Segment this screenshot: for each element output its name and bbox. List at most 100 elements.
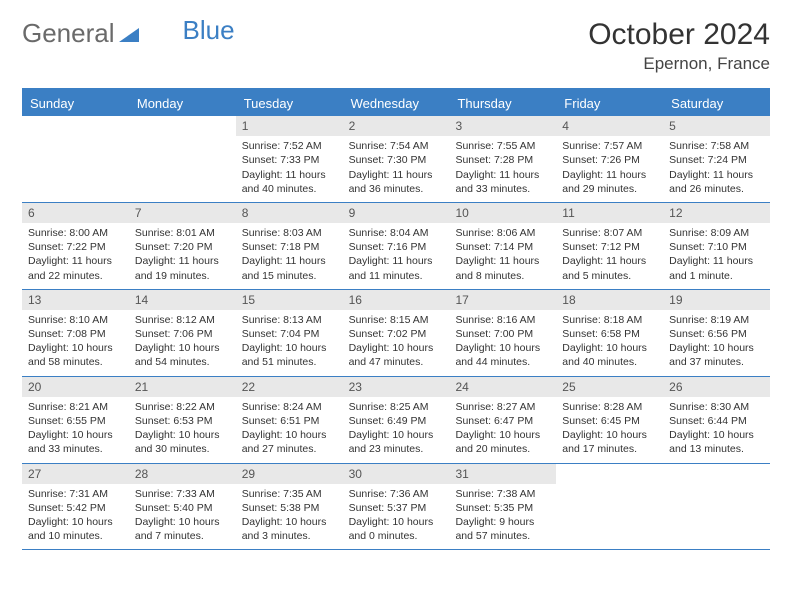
day-content: Sunrise: 8:09 AMSunset: 7:10 PMDaylight:… [663, 223, 770, 289]
sunset-text: Sunset: 7:04 PM [242, 327, 337, 341]
calendar-day: 11Sunrise: 8:07 AMSunset: 7:12 PMDayligh… [556, 203, 663, 289]
sunrise-text: Sunrise: 7:38 AM [455, 487, 550, 501]
sunset-text: Sunset: 6:56 PM [669, 327, 764, 341]
sunset-text: Sunset: 7:02 PM [349, 327, 444, 341]
daylight-text: Daylight: 10 hours and 23 minutes. [349, 428, 444, 456]
sunset-text: Sunset: 7:14 PM [455, 240, 550, 254]
calendar-day: 28Sunrise: 7:33 AMSunset: 5:40 PMDayligh… [129, 464, 236, 550]
sunrise-text: Sunrise: 8:18 AM [562, 313, 657, 327]
sunrise-text: Sunrise: 8:16 AM [455, 313, 550, 327]
location: Epernon, France [588, 54, 770, 74]
day-number: 18 [556, 290, 663, 310]
day-content: Sunrise: 7:52 AMSunset: 7:33 PMDaylight:… [236, 136, 343, 202]
day-content: Sunrise: 8:25 AMSunset: 6:49 PMDaylight:… [343, 397, 450, 463]
sunset-text: Sunset: 7:10 PM [669, 240, 764, 254]
calendar-week: 6Sunrise: 8:00 AMSunset: 7:22 PMDaylight… [22, 203, 770, 290]
sunset-text: Sunset: 7:08 PM [28, 327, 123, 341]
daylight-text: Daylight: 11 hours and 36 minutes. [349, 168, 444, 196]
sunrise-text: Sunrise: 8:12 AM [135, 313, 230, 327]
calendar-day: 24Sunrise: 8:27 AMSunset: 6:47 PMDayligh… [449, 377, 556, 463]
calendar-day: 18Sunrise: 8:18 AMSunset: 6:58 PMDayligh… [556, 290, 663, 376]
day-content: Sunrise: 8:19 AMSunset: 6:56 PMDaylight:… [663, 310, 770, 376]
daylight-text: Daylight: 9 hours and 57 minutes. [455, 515, 550, 543]
day-content: Sunrise: 7:33 AMSunset: 5:40 PMDaylight:… [129, 484, 236, 550]
daylight-text: Daylight: 10 hours and 13 minutes. [669, 428, 764, 456]
sunset-text: Sunset: 6:49 PM [349, 414, 444, 428]
triangle-icon [119, 18, 139, 49]
day-content: Sunrise: 8:03 AMSunset: 7:18 PMDaylight:… [236, 223, 343, 289]
daylight-text: Daylight: 10 hours and 27 minutes. [242, 428, 337, 456]
daylight-text: Daylight: 10 hours and 54 minutes. [135, 341, 230, 369]
day-number: 16 [343, 290, 450, 310]
day-number: 31 [449, 464, 556, 484]
sunrise-text: Sunrise: 8:27 AM [455, 400, 550, 414]
day-content: Sunrise: 7:31 AMSunset: 5:42 PMDaylight:… [22, 484, 129, 550]
day-header: Friday [556, 91, 663, 116]
sunset-text: Sunset: 5:35 PM [455, 501, 550, 515]
daylight-text: Daylight: 10 hours and 17 minutes. [562, 428, 657, 456]
calendar-day: 12Sunrise: 8:09 AMSunset: 7:10 PMDayligh… [663, 203, 770, 289]
day-content: Sunrise: 8:28 AMSunset: 6:45 PMDaylight:… [556, 397, 663, 463]
calendar-day: 16Sunrise: 8:15 AMSunset: 7:02 PMDayligh… [343, 290, 450, 376]
logo-text-general: General [22, 18, 115, 49]
daylight-text: Daylight: 10 hours and 10 minutes. [28, 515, 123, 543]
sunset-text: Sunset: 7:28 PM [455, 153, 550, 167]
day-content: Sunrise: 8:00 AMSunset: 7:22 PMDaylight:… [22, 223, 129, 289]
day-content: Sunrise: 8:04 AMSunset: 7:16 PMDaylight:… [343, 223, 450, 289]
calendar-day: 20Sunrise: 8:21 AMSunset: 6:55 PMDayligh… [22, 377, 129, 463]
calendar: SundayMondayTuesdayWednesdayThursdayFrid… [22, 88, 770, 550]
calendar-day: 30Sunrise: 7:36 AMSunset: 5:37 PMDayligh… [343, 464, 450, 550]
day-number: 9 [343, 203, 450, 223]
day-number: 12 [663, 203, 770, 223]
daylight-text: Daylight: 10 hours and 44 minutes. [455, 341, 550, 369]
sunset-text: Sunset: 5:37 PM [349, 501, 444, 515]
day-content: Sunrise: 8:24 AMSunset: 6:51 PMDaylight:… [236, 397, 343, 463]
daylight-text: Daylight: 11 hours and 11 minutes. [349, 254, 444, 282]
sunset-text: Sunset: 6:55 PM [28, 414, 123, 428]
day-content: Sunrise: 7:36 AMSunset: 5:37 PMDaylight:… [343, 484, 450, 550]
daylight-text: Daylight: 11 hours and 15 minutes. [242, 254, 337, 282]
calendar-week: 1Sunrise: 7:52 AMSunset: 7:33 PMDaylight… [22, 116, 770, 203]
calendar-day: 23Sunrise: 8:25 AMSunset: 6:49 PMDayligh… [343, 377, 450, 463]
sunset-text: Sunset: 7:30 PM [349, 153, 444, 167]
sunset-text: Sunset: 7:18 PM [242, 240, 337, 254]
sunrise-text: Sunrise: 8:22 AM [135, 400, 230, 414]
calendar-day: 26Sunrise: 8:30 AMSunset: 6:44 PMDayligh… [663, 377, 770, 463]
day-content: Sunrise: 7:38 AMSunset: 5:35 PMDaylight:… [449, 484, 556, 550]
sunrise-text: Sunrise: 8:03 AM [242, 226, 337, 240]
day-number: 13 [22, 290, 129, 310]
calendar-day: 25Sunrise: 8:28 AMSunset: 6:45 PMDayligh… [556, 377, 663, 463]
daylight-text: Daylight: 11 hours and 26 minutes. [669, 168, 764, 196]
day-number: 28 [129, 464, 236, 484]
daylight-text: Daylight: 10 hours and 51 minutes. [242, 341, 337, 369]
daylight-text: Daylight: 10 hours and 3 minutes. [242, 515, 337, 543]
day-header: Thursday [449, 91, 556, 116]
sunrise-text: Sunrise: 7:31 AM [28, 487, 123, 501]
day-number: 20 [22, 377, 129, 397]
sunrise-text: Sunrise: 8:01 AM [135, 226, 230, 240]
calendar-day: 6Sunrise: 8:00 AMSunset: 7:22 PMDaylight… [22, 203, 129, 289]
day-number: 23 [343, 377, 450, 397]
day-content: Sunrise: 8:16 AMSunset: 7:00 PMDaylight:… [449, 310, 556, 376]
calendar-day: 7Sunrise: 8:01 AMSunset: 7:20 PMDaylight… [129, 203, 236, 289]
sunrise-text: Sunrise: 8:30 AM [669, 400, 764, 414]
calendar-day: 19Sunrise: 8:19 AMSunset: 6:56 PMDayligh… [663, 290, 770, 376]
day-content: Sunrise: 8:18 AMSunset: 6:58 PMDaylight:… [556, 310, 663, 376]
day-number: 30 [343, 464, 450, 484]
daylight-text: Daylight: 11 hours and 1 minute. [669, 254, 764, 282]
daylight-text: Daylight: 10 hours and 20 minutes. [455, 428, 550, 456]
day-number: 27 [22, 464, 129, 484]
month-title: October 2024 [588, 18, 770, 52]
sunrise-text: Sunrise: 7:36 AM [349, 487, 444, 501]
sunrise-text: Sunrise: 8:06 AM [455, 226, 550, 240]
daylight-text: Daylight: 11 hours and 5 minutes. [562, 254, 657, 282]
day-number: 25 [556, 377, 663, 397]
calendar-day [556, 464, 663, 550]
sunrise-text: Sunrise: 7:33 AM [135, 487, 230, 501]
daylight-text: Daylight: 11 hours and 40 minutes. [242, 168, 337, 196]
daylight-text: Daylight: 10 hours and 7 minutes. [135, 515, 230, 543]
sunrise-text: Sunrise: 8:21 AM [28, 400, 123, 414]
sunset-text: Sunset: 6:53 PM [135, 414, 230, 428]
day-content: Sunrise: 8:30 AMSunset: 6:44 PMDaylight:… [663, 397, 770, 463]
day-content: Sunrise: 7:54 AMSunset: 7:30 PMDaylight:… [343, 136, 450, 202]
